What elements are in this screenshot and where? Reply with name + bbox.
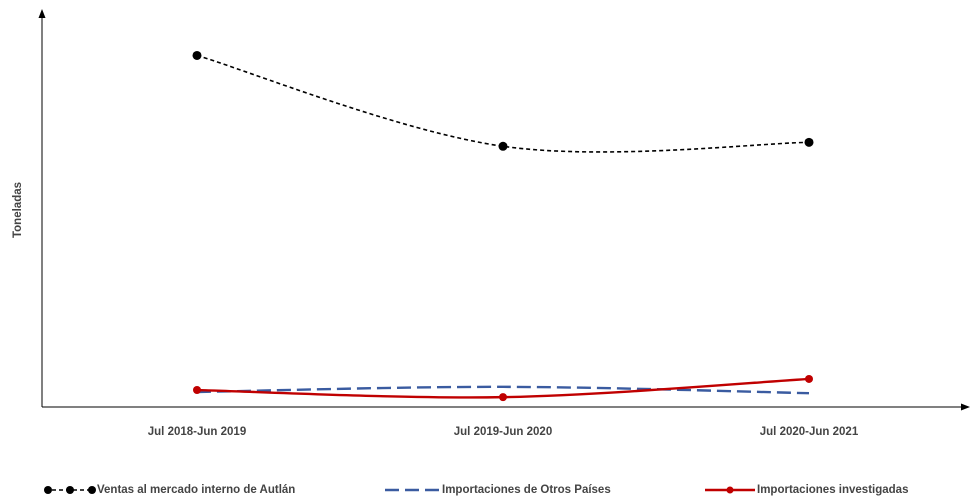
y-axis-arrow — [38, 9, 46, 18]
x-tick-label: Jul 2020-Jun 2021 — [760, 426, 859, 438]
y-axis-label: Toneladas — [12, 182, 24, 238]
point-marker — [498, 141, 508, 151]
point-marker — [192, 50, 202, 60]
legend-marker — [88, 486, 96, 494]
point-marker — [499, 393, 507, 402]
point-marker — [193, 386, 201, 395]
point-marker — [804, 137, 814, 147]
legend-marker — [44, 486, 52, 494]
point-marker — [805, 374, 813, 383]
legend-marker — [66, 486, 74, 494]
legend-marker — [726, 486, 734, 494]
series-line — [196, 54, 810, 153]
legend-label: Importaciones investigadas — [757, 484, 908, 496]
legend-label: Importaciones de Otros Países — [442, 484, 611, 496]
x-tick-label: Jul 2019-Jun 2020 — [454, 426, 552, 438]
series-line — [196, 385, 810, 395]
x-axis-arrow — [961, 403, 970, 411]
legend-label: Ventas al mercado interno de Autlán — [97, 484, 295, 496]
x-tick-label: Jul 2018-Jun 2019 — [148, 426, 246, 438]
